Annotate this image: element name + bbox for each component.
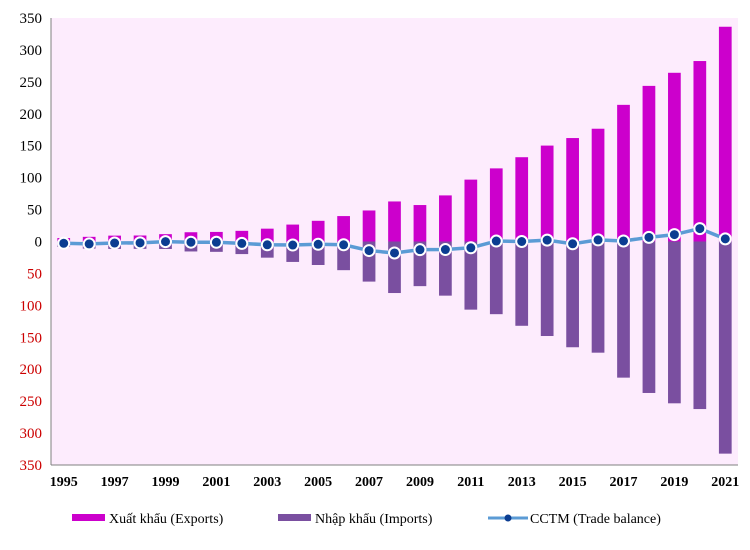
x-tick-label: 2007: [355, 475, 383, 490]
x-tick-label: 2005: [304, 475, 332, 490]
x-tick-label: 2021: [711, 475, 739, 490]
trade-balance-point-1998: [133, 236, 147, 250]
import-bar-2019: [668, 241, 681, 404]
trade-balance-point-2003: [260, 238, 274, 252]
x-tick-labels: 1995 1997 1999 2001 2003 2005 2007 2009 2011 2013…: [50, 475, 740, 490]
import-bar-2011: [464, 241, 478, 310]
x-tick-label: 2013: [508, 475, 536, 490]
legend-swatch-trade-balance-marker: [504, 514, 512, 522]
trade-balance-point-2014: [540, 233, 554, 247]
import-bar-2020: [693, 241, 707, 410]
trade-balance-point-2005: [311, 237, 325, 251]
legend-swatch-imports: [278, 514, 311, 521]
trade-balance-point-2019: [667, 228, 681, 242]
y-tick-label: 200: [20, 107, 43, 123]
y-tick-label: 100: [20, 298, 43, 314]
x-tick-label: 1995: [50, 475, 78, 490]
y-tick-label: 0: [35, 235, 43, 251]
y-tick-label: 100: [20, 171, 43, 187]
x-tick-label: 2001: [202, 475, 230, 490]
trade-balance-point-2012: [489, 234, 503, 248]
legend-label-imports: Nhập khẩu (Imports): [315, 512, 433, 527]
legend-label-exports: Xuất khẩu (Exports): [109, 512, 224, 527]
trade-balance-point-1995: [57, 236, 71, 250]
y-tick-label: 50: [27, 203, 42, 219]
export-bar-2021: [718, 26, 732, 242]
import-bar-2012: [489, 241, 503, 315]
x-tick-label: 2011: [457, 475, 484, 490]
legend: Xuất khẩu (Exports) Nhập khẩu (Imports) …: [72, 512, 661, 527]
export-bar-2014: [540, 145, 554, 242]
trade-balance-point-2015: [566, 237, 580, 251]
export-bar-2010: [439, 195, 452, 242]
y-tick-label: 150: [20, 330, 43, 346]
export-bar-2016: [591, 128, 605, 242]
y-tick-label: 250: [20, 394, 43, 410]
export-bar-2019: [668, 72, 681, 242]
trade-balance-point-2011: [464, 241, 478, 255]
trade-balance-point-2009: [413, 243, 427, 257]
trade-balance-point-2013: [515, 235, 529, 248]
legend-label-trade-balance: CCTM (Trade balance): [530, 512, 661, 527]
export-bar-2009: [413, 205, 427, 242]
export-bar-2012: [489, 168, 503, 242]
x-tick-label: 2009: [406, 475, 434, 490]
line-layer: [57, 222, 732, 260]
export-bar-2011: [464, 179, 478, 242]
x-tick-label: 2015: [559, 475, 587, 490]
export-bar-2006: [337, 216, 350, 242]
y-tick-label: 300: [20, 426, 43, 442]
export-bar-2015: [566, 138, 579, 242]
x-tick-label: 2017: [610, 475, 638, 490]
import-bar-2016: [591, 241, 605, 353]
y-tick-label: 200: [20, 362, 43, 378]
import-bar-2015: [566, 241, 579, 348]
export-bar-2013: [515, 157, 529, 242]
trade-balance-point-2017: [617, 234, 630, 248]
trade-balance-point-2020: [693, 222, 707, 236]
x-tick-label: 2003: [253, 475, 281, 490]
x-tick-label: 2019: [660, 475, 688, 490]
export-bar-2018: [642, 85, 656, 242]
import-bar-2013: [515, 241, 529, 326]
trade-balance-point-2018: [642, 230, 656, 244]
y-tick-label: 300: [20, 43, 43, 59]
y-tick-label: 50: [27, 266, 42, 282]
export-bar-2008: [388, 201, 401, 242]
legend-swatch-exports: [72, 514, 105, 521]
trade-balance-point-2010: [438, 243, 452, 257]
import-bar-2021: [718, 241, 732, 454]
trade-balance-point-2021: [718, 232, 732, 246]
trade-balance-point-2008: [388, 246, 401, 260]
export-bar-2005: [311, 220, 325, 242]
export-bar-2002: [235, 230, 249, 242]
trade-balance-point-2001: [209, 235, 223, 249]
trade-balance-point-2004: [286, 238, 300, 252]
x-tick-label: 1997: [101, 475, 129, 490]
y-tick-label: 350: [20, 458, 43, 474]
export-bar-2020: [693, 61, 707, 242]
import-bar-2018: [642, 241, 656, 393]
trade-balance-point-2002: [235, 236, 249, 250]
export-bar-2007: [362, 210, 376, 242]
trade-balance-point-2016: [591, 233, 605, 247]
trade-balance-point-1996: [82, 237, 96, 251]
y-tick-label: 350: [20, 11, 43, 27]
trade-balance-point-1999: [159, 235, 172, 249]
trade-balance-point-2006: [337, 238, 351, 252]
y-tick-labels: 350 300 250 200 150 100 50 0 50 100 150 200 250 300 35…: [20, 11, 43, 474]
import-bar-2014: [540, 241, 554, 337]
trade-balance-point-2007: [362, 244, 376, 258]
trade-balance-point-2000: [184, 235, 198, 249]
x-tick-label: 1999: [152, 475, 180, 490]
y-tick-label: 250: [20, 75, 43, 91]
trade-balance-point-1997: [108, 236, 122, 250]
export-bar-2003: [260, 228, 274, 242]
y-tick-label: 150: [20, 139, 43, 155]
export-bar-2004: [286, 224, 300, 242]
import-bar-2017: [617, 241, 630, 378]
export-bar-2017: [617, 104, 630, 242]
